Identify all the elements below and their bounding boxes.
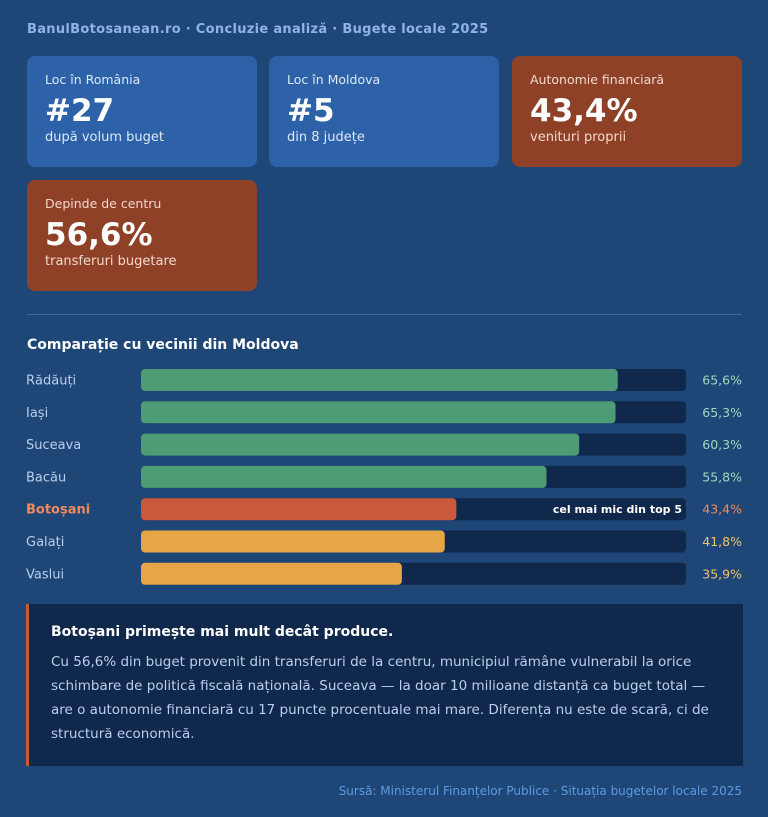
card-label: Loc în Moldova <box>287 72 381 87</box>
category-label: Iași <box>26 406 48 421</box>
bar-rădăuți <box>141 369 618 391</box>
value-label: 60,3% <box>702 437 742 452</box>
card-value: 56,6% <box>45 217 153 253</box>
value-label: 41,8% <box>702 534 742 549</box>
bar-annotation: cel mai mic din top 5 <box>553 503 682 516</box>
card-label: Depinde de centru <box>45 196 162 211</box>
card-rank-romania: Loc în România #27 după volum buget <box>27 56 257 167</box>
category-label: Bacău <box>26 470 66 485</box>
category-label: Botoșani <box>26 503 90 518</box>
callout-title: Botoșani primește mai mult decât produce… <box>51 624 394 640</box>
card-sub: după volum buget <box>45 130 164 145</box>
bar-suceava <box>141 433 580 456</box>
bar-bacău <box>141 465 547 488</box>
chart-title: Comparație cu vecinii din Moldova <box>27 337 299 353</box>
card-rank-moldova: Loc în Moldova #5 din 8 județe <box>269 56 499 167</box>
source-note: Sursă: Ministerul Finanțelor Publice · S… <box>338 784 742 798</box>
card-sub: transferuri bugetare <box>45 254 177 269</box>
card-sub: venituri proprii <box>530 130 627 145</box>
card-label: Autonomie financiară <box>530 72 665 87</box>
card-dependency: Depinde de centru 56,6% transferuri buge… <box>27 180 257 291</box>
category-label: Rădăuți <box>26 374 76 389</box>
header-breadcrumb: BanulBotosanean.ro · Concluzie analiză ·… <box>27 22 489 37</box>
section-divider <box>27 314 742 315</box>
card-value: 43,4% <box>530 93 638 129</box>
value-label: 35,9% <box>702 566 742 581</box>
card-value: #5 <box>287 93 335 129</box>
value-label: 43,4% <box>702 502 742 517</box>
bar-botoșani <box>141 498 457 521</box>
value-label: 65,3% <box>702 405 742 420</box>
card-autonomy: Autonomie financiară 43,4% venituri prop… <box>512 56 742 167</box>
card-label: Loc în România <box>45 72 141 87</box>
value-label: 55,8% <box>702 469 742 484</box>
value-label: 65,6% <box>702 373 742 388</box>
conclusion-callout: Botoșani primește mai mult decât produce… <box>26 604 743 766</box>
category-label: Vaslui <box>26 567 64 582</box>
category-label: Galați <box>26 535 64 550</box>
comparison-bar-chart: Rădăuți 65,6% Iași 65,3% Suceava 60,3% Bacău 55… <box>26 369 742 585</box>
bar-vaslui <box>141 562 402 585</box>
card-sub: din 8 județe <box>287 130 365 145</box>
category-label: Suceava <box>26 438 81 453</box>
callout-body: Cu 56,6% din buget provenit din transfer… <box>51 654 709 742</box>
card-value: #27 <box>45 93 115 129</box>
bar-iași <box>141 401 616 424</box>
bar-galați <box>141 530 445 553</box>
